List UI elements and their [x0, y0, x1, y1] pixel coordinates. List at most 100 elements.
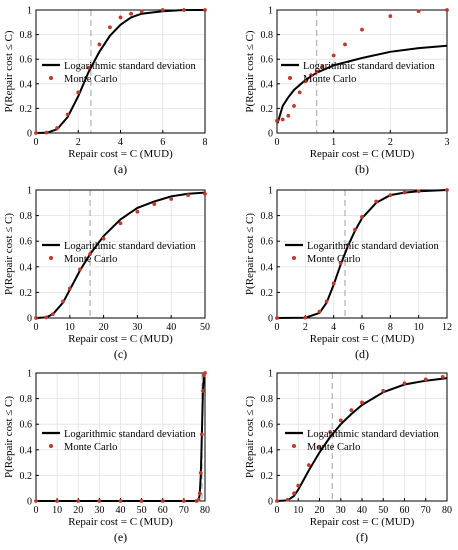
x-tick-label: 30: [94, 505, 104, 516]
data-point: [338, 261, 343, 265]
data-point: [160, 499, 165, 503]
y-tick-label: 0.6: [261, 237, 274, 248]
x-tick-label: 8: [203, 137, 208, 148]
data-point: [152, 202, 157, 206]
data-point: [118, 15, 123, 20]
data-point: [388, 14, 393, 19]
data-point: [297, 90, 302, 95]
data-point: [402, 381, 407, 386]
data-point: [343, 42, 347, 47]
data-point: [286, 113, 291, 118]
data-point: [440, 374, 445, 379]
data-point: [285, 497, 290, 502]
data-point: [349, 408, 354, 413]
y-tick-label: 0: [268, 314, 273, 325]
x-tick-label: 50: [378, 505, 388, 516]
data-point: [34, 131, 38, 135]
panel-label: (a): [114, 162, 127, 176]
legend: Logarithmic standard deviation Monte Carl…: [42, 429, 197, 453]
y-tick-label: 0.4: [20, 445, 33, 456]
y-tick-label: 1: [268, 6, 273, 17]
x-tick-label: 20: [99, 322, 109, 333]
series-line: [35, 191, 206, 319]
data-point: [388, 193, 393, 198]
data-point: [360, 214, 364, 219]
data-point: [338, 418, 343, 423]
y-tick-label: 0.8: [261, 30, 274, 41]
y-tick-label: 0.6: [20, 420, 33, 431]
legend: Logarithmic standard deviation Monte Carl…: [42, 241, 197, 265]
data-point: [169, 197, 174, 201]
y-tick-label: 1: [27, 6, 32, 17]
data-point: [44, 315, 49, 320]
x-tick-label: 50: [200, 322, 210, 333]
data-point: [118, 499, 123, 503]
x-tick-label: 10: [65, 322, 75, 333]
data-point: [275, 316, 279, 320]
x-tick-label: 8: [388, 322, 393, 333]
data-point: [196, 497, 201, 502]
y-tick-label: 0.4: [261, 445, 274, 456]
legend-marker-swatch: [49, 76, 53, 80]
data-point: [317, 445, 322, 450]
panel-label: (c): [114, 347, 127, 361]
data-point: [353, 227, 357, 232]
data-point: [280, 117, 285, 122]
legend-entry-label: Logarithmic standard deviation: [64, 61, 197, 72]
chart-panel: 0 10 20 30 40 50 0 0.2 0.4 0.6 0.8 1 Repair cost = C…: [3, 186, 210, 362]
y-tick-label: 0.2: [261, 104, 274, 115]
y-tick-label: 0: [268, 129, 273, 140]
y-tick-label: 1: [27, 186, 32, 197]
panel-label: (b): [355, 162, 369, 176]
data-point: [186, 193, 191, 198]
data-point: [381, 389, 386, 393]
x-tick-label: 4: [331, 322, 336, 333]
data-point: [320, 64, 325, 69]
data-point: [55, 126, 60, 130]
data-point: [331, 281, 336, 286]
series-line: [35, 9, 205, 134]
legend-entry-label: Monte Carlo: [64, 74, 117, 85]
chart-panel: 0 10 20 30 40 50 60 70 80 0 0.2 0.4 0.6 0.8 1 Repair co…: [3, 369, 210, 545]
legend-marker-swatch: [292, 444, 296, 448]
legend-entry-label: Monte Carlo: [307, 254, 360, 265]
plot-frame: [35, 189, 206, 319]
data-point: [181, 8, 186, 12]
data-point: [118, 221, 123, 226]
data-point: [65, 112, 70, 117]
data-point: [445, 8, 449, 12]
y-tick-label: 0.2: [261, 471, 274, 482]
data-point: [203, 371, 207, 375]
data-point: [275, 499, 279, 503]
x-tick-label: 0: [275, 322, 280, 333]
y-tick-label: 0.4: [261, 79, 274, 90]
x-tick-label: 40: [166, 322, 176, 333]
y-axis-label: P(Repair cost ≤ C): [244, 213, 256, 295]
y-tick-label: 0.6: [261, 55, 274, 66]
legend-marker-swatch: [49, 444, 53, 448]
x-tick-label: 0: [275, 505, 280, 516]
data-point: [275, 118, 279, 123]
legend-entry-label: Logarithmic standard deviation: [64, 241, 197, 252]
y-axis-label: P(Repair cost ≤ C): [3, 396, 15, 478]
y-tick-label: 0.6: [20, 237, 33, 248]
data-point: [324, 299, 329, 304]
x-tick-label: 3: [445, 137, 450, 148]
x-tick-label: 70: [421, 505, 431, 516]
data-point: [317, 309, 322, 314]
x-tick-label: 2: [76, 137, 81, 148]
x-tick-label: 12: [442, 322, 452, 333]
x-tick-label: 10: [293, 505, 303, 516]
x-tick-label: 0: [34, 322, 39, 333]
y-tick-label: 0.6: [20, 55, 33, 66]
data-point: [86, 65, 91, 70]
y-tick-label: 0.4: [20, 79, 33, 90]
x-axis-label: Repair cost = C (MUD): [68, 148, 173, 160]
data-point: [423, 377, 428, 382]
legend-entry-label: Logarithmic standard deviation: [303, 61, 436, 72]
x-tick-label: 60: [158, 505, 168, 516]
data-point: [416, 189, 421, 194]
y-tick-label: 0.8: [20, 394, 33, 405]
data-point: [76, 499, 81, 503]
panel-label: (d): [355, 347, 369, 361]
